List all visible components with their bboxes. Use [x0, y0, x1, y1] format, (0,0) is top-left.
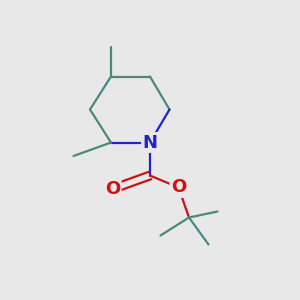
Text: O: O: [105, 180, 120, 198]
Text: N: N: [142, 134, 158, 152]
Text: O: O: [171, 178, 186, 196]
